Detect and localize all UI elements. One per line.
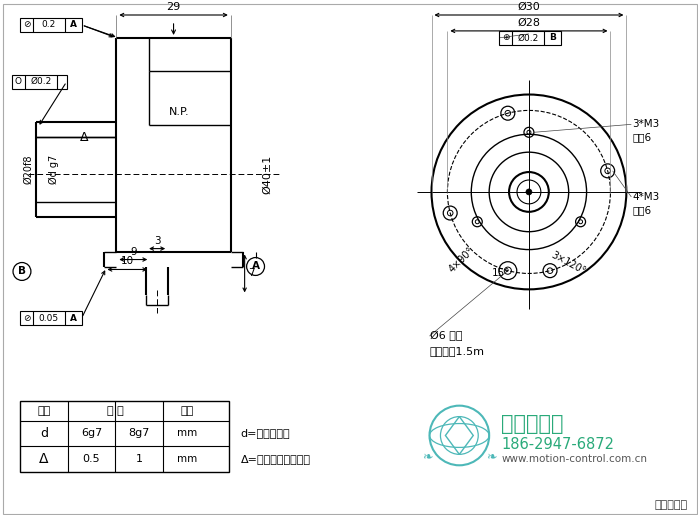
- Text: Ød g7: Ød g7: [49, 155, 59, 184]
- Text: 29: 29: [167, 2, 181, 12]
- Text: Ø40±1: Ø40±1: [262, 154, 272, 194]
- Text: 3: 3: [154, 236, 160, 246]
- Text: 186-2947-6872: 186-2947-6872: [501, 437, 614, 452]
- Bar: [20, 401, 229, 472]
- Text: Ø0.2: Ø0.2: [30, 77, 52, 86]
- Text: 15°: 15°: [492, 268, 510, 279]
- Text: B: B: [549, 33, 556, 42]
- Text: ❧: ❧: [486, 451, 496, 464]
- Text: 4*M3: 4*M3: [632, 192, 659, 202]
- Text: 尺 寸: 尺 寸: [107, 406, 124, 416]
- Text: ⊘: ⊘: [22, 21, 30, 29]
- Text: Ø0.2: Ø0.2: [517, 33, 538, 42]
- Text: Δ=削掉的轴平台深度: Δ=削掉的轴平台深度: [241, 454, 311, 465]
- Text: ❧: ❧: [422, 451, 433, 464]
- Text: 深度6: 深度6: [632, 205, 652, 215]
- Text: 9: 9: [130, 247, 136, 256]
- Text: 0.2: 0.2: [42, 21, 56, 29]
- Text: ⊕: ⊕: [502, 33, 510, 42]
- Text: 8g7: 8g7: [129, 428, 150, 438]
- Circle shape: [526, 189, 532, 195]
- Text: 3×120°: 3×120°: [550, 250, 587, 277]
- Text: mm: mm: [177, 454, 197, 465]
- Text: 西安德伍拓: 西安德伍拓: [501, 414, 564, 434]
- Bar: [499, 31, 561, 45]
- Text: 10: 10: [121, 256, 134, 266]
- Text: 6g7: 6g7: [81, 428, 102, 438]
- Text: d: d: [40, 427, 48, 440]
- Text: Δ: Δ: [39, 452, 48, 467]
- Text: N.P.: N.P.: [169, 108, 189, 117]
- Text: O: O: [15, 77, 22, 86]
- Text: 7: 7: [248, 268, 254, 279]
- Bar: [20, 18, 82, 32]
- Text: A: A: [70, 314, 77, 323]
- Text: Ø6 电缆: Ø6 电缆: [430, 331, 462, 341]
- Text: Δ: Δ: [80, 131, 89, 144]
- Text: ⊘: ⊘: [22, 314, 30, 323]
- Bar: [20, 311, 82, 325]
- Text: A: A: [251, 262, 260, 271]
- Text: 单位：毫米: 单位：毫米: [654, 500, 688, 510]
- Text: 代码: 代码: [37, 406, 50, 416]
- Text: mm: mm: [177, 428, 197, 438]
- Text: 标准长度1.5m: 标准长度1.5m: [430, 346, 484, 356]
- Text: 0.05: 0.05: [38, 314, 59, 323]
- Text: B: B: [18, 266, 26, 277]
- Text: Ø30: Ø30: [517, 2, 540, 12]
- Text: d=编码器轴径: d=编码器轴径: [241, 428, 290, 438]
- Text: www.motion-control.com.cn: www.motion-control.com.cn: [501, 454, 647, 465]
- Bar: [12, 75, 66, 89]
- Text: 1: 1: [136, 454, 143, 465]
- Text: 单位: 单位: [181, 406, 194, 416]
- Text: A: A: [70, 21, 77, 29]
- Text: Ø20f8: Ø20f8: [23, 155, 33, 184]
- Text: 0.5: 0.5: [83, 454, 100, 465]
- Text: 深度6: 深度6: [632, 132, 652, 142]
- Text: 3*M3: 3*M3: [632, 119, 659, 129]
- Text: 4×90°: 4×90°: [447, 245, 476, 274]
- Text: Ø28: Ø28: [517, 18, 540, 28]
